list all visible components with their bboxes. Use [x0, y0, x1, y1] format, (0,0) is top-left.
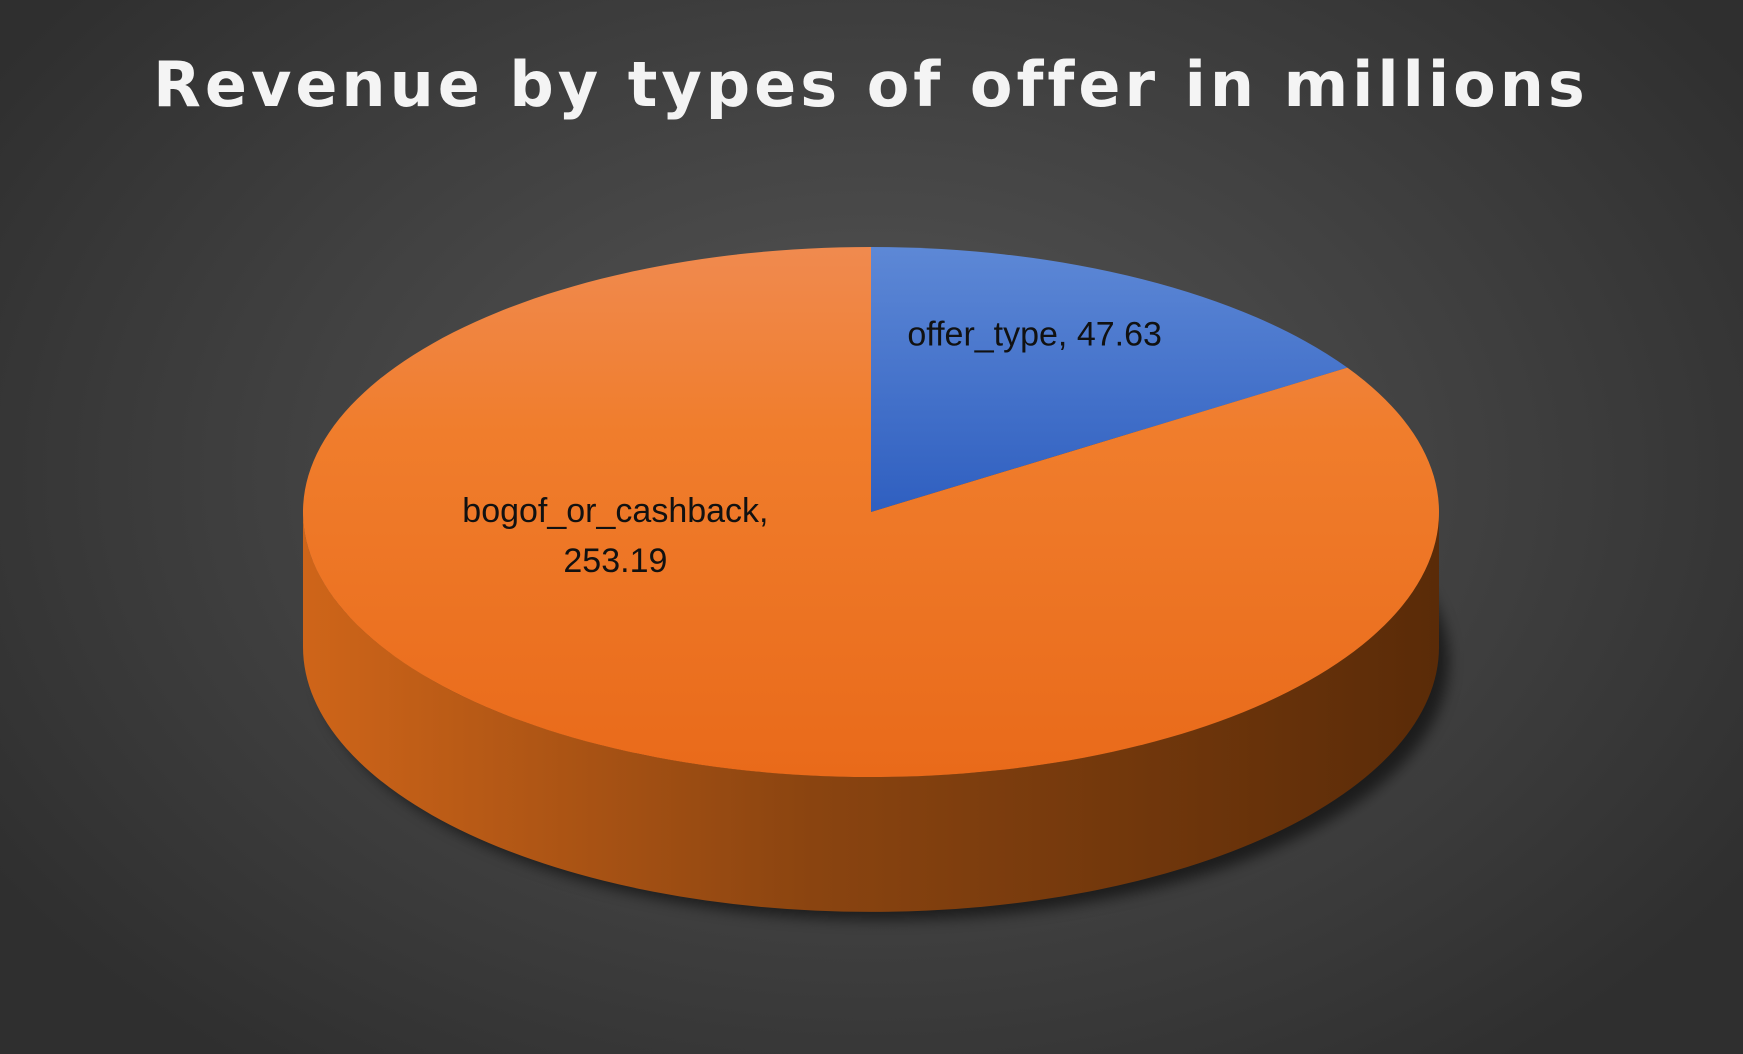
- slice-side-bogof_or_cashback: [303, 512, 1439, 912]
- data-label-bogof_or_cashback: bogof_or_cashback, 253.19: [462, 492, 768, 580]
- data-label-line: offer_type, 47.63: [907, 316, 1162, 354]
- chart-title: Revenue by types of offer in millions: [153, 48, 1589, 121]
- pie-slice-offer_type: [871, 247, 1348, 512]
- data-label-offer_type: offer_type, 47.63: [907, 316, 1162, 354]
- pie-slice-bogof_or_cashback: [303, 247, 1439, 777]
- data-label-line: bogof_or_cashback,: [462, 492, 768, 530]
- data-label-line: 253.19: [563, 542, 667, 580]
